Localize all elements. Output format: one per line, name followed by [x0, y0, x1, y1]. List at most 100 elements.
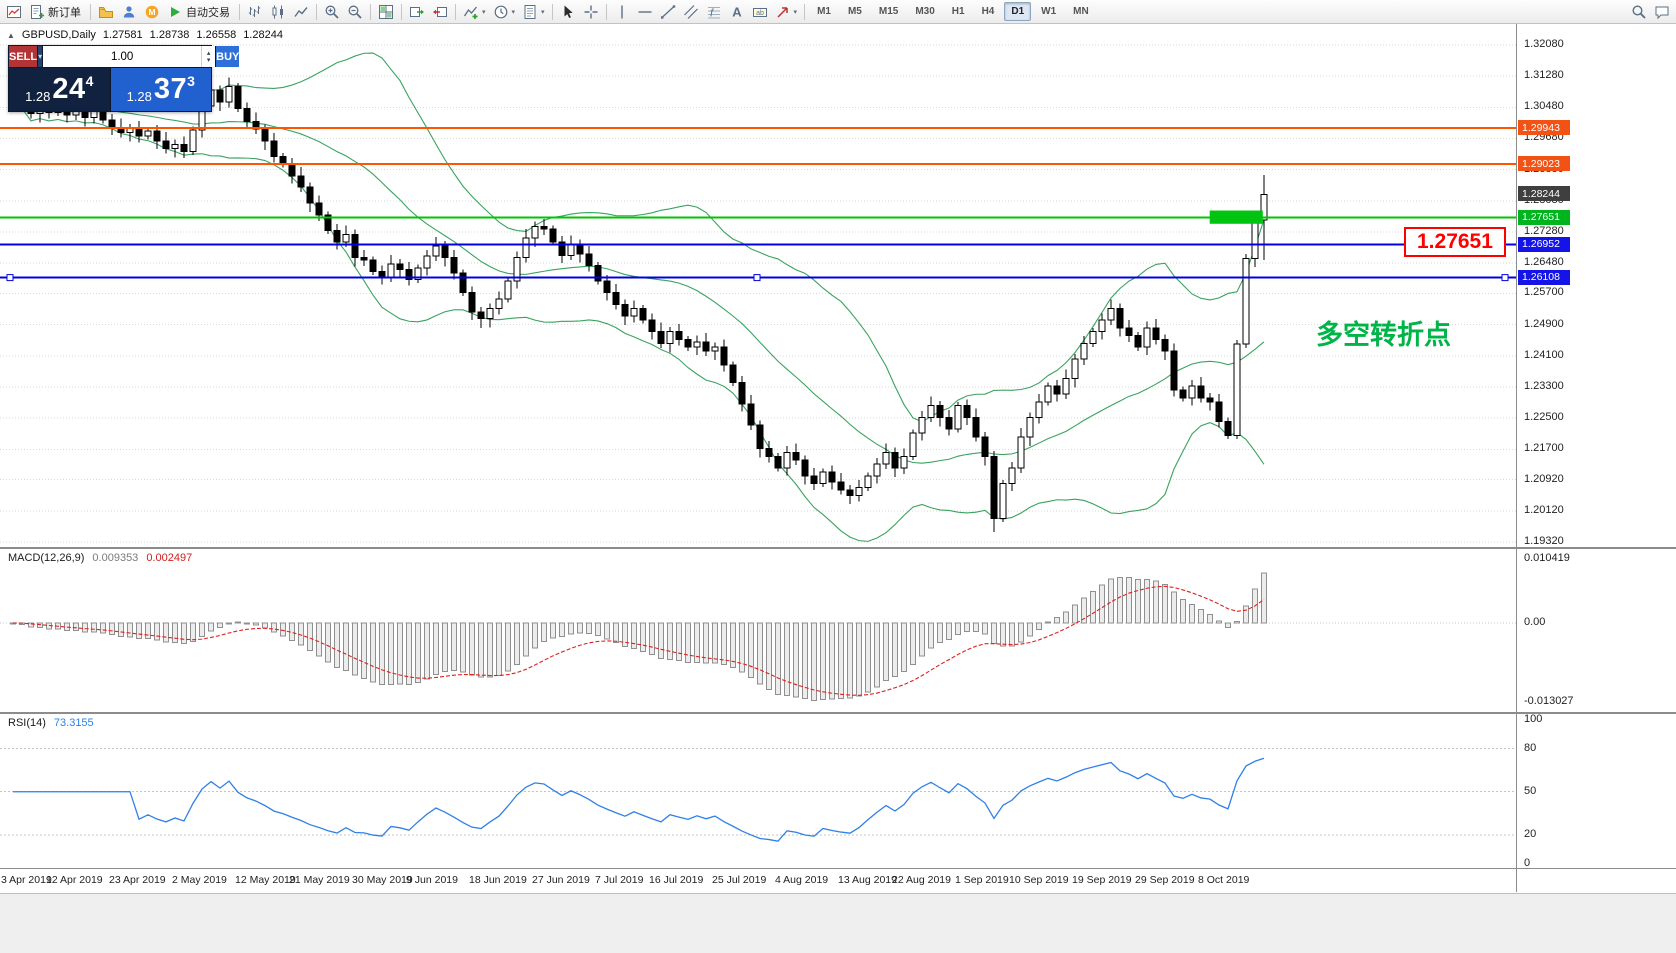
candle — [459, 272, 467, 294]
macd-signal-value: 0.002497 — [146, 552, 193, 564]
auto-scroll-button[interactable] — [406, 2, 428, 22]
cursor-button[interactable] — [557, 2, 579, 22]
new-order-label: 新订单 — [48, 6, 81, 19]
candle — [873, 463, 881, 477]
sell-button[interactable]: SELL — [9, 46, 38, 67]
arrow-objects-button[interactable]: ▾ — [772, 2, 801, 22]
bar-chart-button[interactable] — [244, 2, 266, 22]
highlight-rectangle[interactable] — [1209, 210, 1263, 224]
sell-price-button[interactable]: 1.28 24 4 — [9, 68, 111, 111]
periods-button[interactable]: ▾ — [490, 2, 519, 22]
candle — [1152, 327, 1160, 340]
candle — [1251, 219, 1259, 259]
new-order-button[interactable]: 新订单 — [26, 2, 86, 22]
time-axis[interactable]: 3 Apr 2019 12 Apr 2019 23 Apr 2019 2 May 20… — [0, 869, 1516, 892]
timeframe-w1-button[interactable]: W1 — [1041, 6, 1057, 17]
zoom-out-button[interactable] — [344, 2, 366, 22]
volume-input[interactable] — [43, 46, 202, 67]
profiles-button[interactable] — [95, 2, 117, 22]
vertical-line-icon — [614, 4, 630, 20]
candle — [126, 128, 134, 134]
crosshair-button[interactable] — [580, 2, 602, 22]
date-label: 23 Apr 2019 — [109, 874, 166, 886]
candle — [504, 280, 512, 300]
line-handle[interactable] — [6, 274, 14, 282]
candle — [144, 130, 152, 137]
candlestick-chart-button[interactable] — [267, 2, 289, 22]
market-watch-button[interactable] — [118, 2, 140, 22]
rsi-name: RSI(14) — [8, 717, 46, 729]
vertical-line-button[interactable] — [611, 2, 633, 22]
candle — [909, 432, 917, 457]
date-label: 12 Apr 2019 — [46, 874, 103, 886]
line-handle[interactable] — [753, 274, 761, 282]
macd-axis-label: 0.00 — [1524, 615, 1546, 628]
trendline-button[interactable] — [657, 2, 679, 22]
candle — [369, 259, 377, 273]
candle — [729, 364, 737, 383]
macd-pane — [0, 572, 1516, 701]
zoom-in-button[interactable] — [321, 2, 343, 22]
timeframe-m30-button[interactable]: M30 — [915, 6, 935, 17]
new-chart-icon — [6, 4, 22, 20]
price-axis[interactable]: 1.320801.312801.304801.296801.288801.280… — [1516, 24, 1676, 892]
templates-button[interactable]: ▾ — [519, 2, 548, 22]
sell-price-big: 24 — [52, 73, 86, 105]
timeframe-h1-button[interactable]: H1 — [951, 6, 965, 17]
timeframe-h4-button[interactable]: H4 — [981, 6, 995, 17]
price-callout[interactable]: 1.27651 — [1404, 227, 1506, 257]
toolbar-separator — [455, 3, 456, 20]
indicators-button[interactable]: ▾ — [460, 2, 489, 22]
text-label-button[interactable]: ab — [749, 2, 771, 22]
volume-spinner[interactable]: ▴ ▾ — [201, 46, 215, 67]
mql-community-button[interactable]: M — [141, 2, 163, 22]
candle — [441, 245, 449, 259]
timeframe-d1-button[interactable]: D1 — [1004, 2, 1032, 21]
buy-button[interactable]: BUY — [216, 46, 240, 67]
price-axis-label: 1.24100 — [1524, 348, 1564, 361]
timeframe-m5-button[interactable]: M5 — [847, 6, 862, 17]
line-handle[interactable] — [1501, 274, 1509, 282]
current-price-tag: 1.28244 — [1518, 186, 1570, 202]
pane-separator[interactable] — [0, 712, 1676, 714]
candle — [585, 253, 593, 266]
candle — [1215, 401, 1223, 422]
fibonacci-retracement-button[interactable]: f — [703, 2, 725, 22]
timeframe-m1-button[interactable]: M1 — [817, 6, 831, 17]
spinner-up-icon[interactable]: ▴ — [206, 49, 211, 57]
candle — [360, 257, 368, 261]
new-chart-button[interactable] — [3, 2, 25, 22]
equidistant-channel-button[interactable] — [680, 2, 702, 22]
community-chat-button[interactable] — [1651, 2, 1673, 22]
volume-options-caret[interactable]: ▾ — [37, 46, 43, 67]
horizontal-line-button[interactable] — [634, 2, 656, 22]
tile-windows-button[interactable] — [375, 2, 397, 22]
candle — [846, 489, 854, 496]
candle — [351, 233, 359, 259]
date-label: 13 Aug 2019 — [838, 874, 897, 886]
timeframe-mn-button[interactable]: MN — [1073, 6, 1089, 17]
time-axis-separator — [0, 868, 1676, 869]
chart-shift-button[interactable] — [429, 2, 451, 22]
symbol-header: ▲ GBPUSD,Daily 1.27581 1.28738 1.26558 1… — [7, 29, 283, 41]
line-chart-button[interactable] — [290, 2, 312, 22]
text-button[interactable]: A — [726, 2, 748, 22]
search-button[interactable] — [1628, 2, 1650, 22]
candle — [513, 257, 521, 282]
buy-price-button[interactable]: 1.28 37 3 — [110, 68, 211, 111]
candle — [1071, 358, 1079, 379]
new-order-icon — [29, 4, 45, 20]
candle — [396, 263, 404, 270]
price-axis-label: 1.20920 — [1524, 472, 1564, 485]
timeframe-m15-button[interactable]: M15 — [878, 6, 899, 17]
search-icon — [1631, 4, 1647, 20]
pane-separator[interactable] — [0, 547, 1676, 549]
candle — [1134, 335, 1142, 348]
crosshair-icon — [583, 4, 599, 20]
spinner-down-icon[interactable]: ▾ — [206, 56, 211, 64]
annotation-note[interactable]: 多空转折点 — [1316, 320, 1451, 350]
autotrading-button[interactable]: 自动交易 — [164, 2, 235, 22]
date-label: 22 Aug 2019 — [892, 874, 951, 886]
candle — [1197, 385, 1205, 399]
date-label: 30 May 2019 — [352, 874, 413, 886]
